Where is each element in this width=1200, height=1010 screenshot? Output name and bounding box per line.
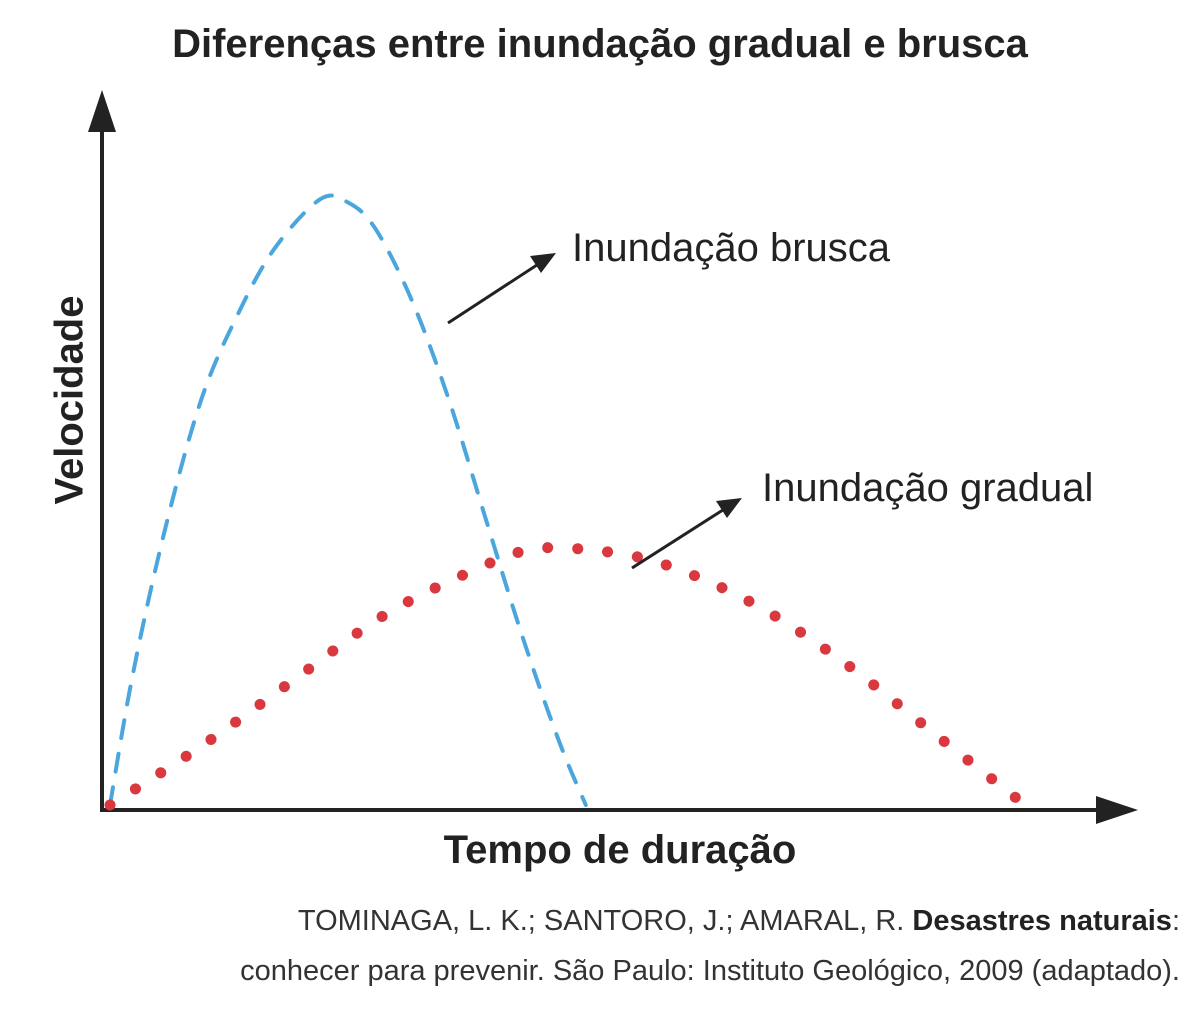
series-line-inundacao-brusca bbox=[108, 193, 588, 807]
x-axis-arrowhead bbox=[1096, 796, 1138, 824]
source-line-1: TOMINAGA, L. K.; SANTORO, J.; AMARAL, R.… bbox=[0, 896, 1180, 946]
brusca-annotation-arrow bbox=[447, 261, 541, 325]
gradual-annotation-arrowhead bbox=[716, 498, 742, 518]
gradual-annotation-arrow bbox=[631, 506, 727, 570]
y-axis-arrowhead bbox=[88, 90, 116, 132]
annotation-inundacao-gradual: Inundação gradual bbox=[762, 466, 1094, 510]
chart-title: Diferenças entre inundação gradual e bru… bbox=[172, 22, 1028, 66]
y-axis-label: Velocidade bbox=[47, 295, 92, 505]
source-colon: : bbox=[1171, 905, 1180, 937]
brusca-annotation-arrowhead bbox=[530, 253, 556, 273]
y-axis-label-wrap: Velocidade bbox=[40, 210, 100, 590]
source-line-2: conhecer para prevenir. São Paulo: Insti… bbox=[240, 955, 1180, 987]
annotation-inundacao-brusca: Inundação brusca bbox=[572, 226, 891, 270]
source-book-title: Desastres naturais bbox=[912, 905, 1172, 937]
source-authors: TOMINAGA, L. K.; SANTORO, J.; AMARAL, R. bbox=[297, 905, 913, 937]
source-citation: TOMINAGA, L. K.; SANTORO, J.; AMARAL, R.… bbox=[0, 896, 1180, 996]
x-axis-label: Tempo de duração bbox=[443, 828, 797, 872]
